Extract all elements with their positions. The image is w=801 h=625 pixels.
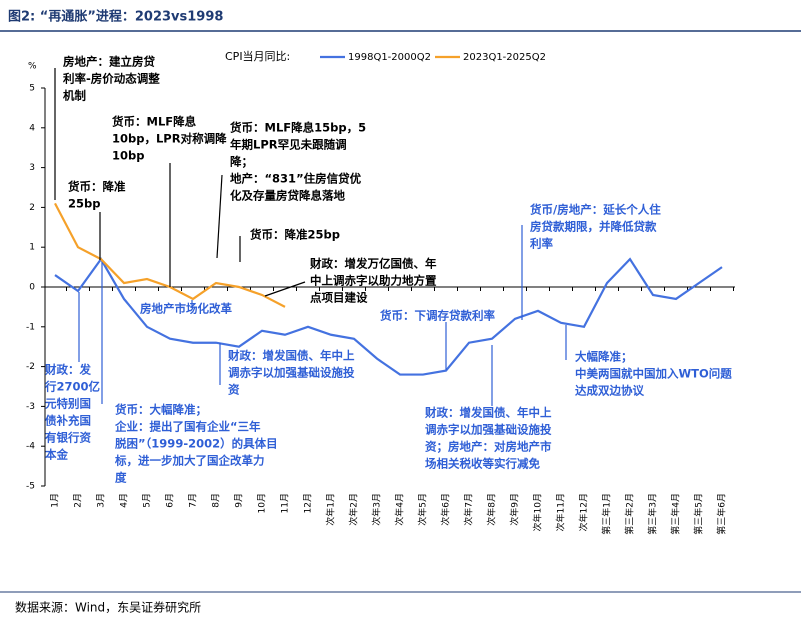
x-tick-label: 次年3月 [371,493,383,526]
legend-title: CPI当月同比: [225,49,290,63]
y-tick-label: 0 [29,283,35,293]
y-tick-label: -2 [26,362,35,372]
annotation: 货币：MLF降息15bp，5 [229,121,366,135]
annotation: 货币/房地产：延长个人住 [529,203,661,217]
y-tick-label: -1 [26,322,35,332]
annotation: 10bp [112,149,144,163]
annotation: 企业：提出了国有企业“三年 [114,420,261,434]
x-tick-label: 3月 [96,493,107,508]
x-tick-label: 第三年5月 [693,493,705,535]
x-tick-label: 次年9月 [509,493,521,526]
annotation: 调赤字以加强基础设施投 [425,423,552,437]
x-tick-label: 11月 [280,493,291,513]
annotation: 机制 [63,89,86,103]
annotation: 地产：“831”住房信贷优 [230,172,362,186]
x-tick-label: 4月 [119,493,130,508]
annotation: 10bp，LPR对称调降 [112,132,227,146]
x-tick-label: 次年1月 [325,493,337,526]
y-tick-label: 1 [29,243,35,253]
annotation: 货币：大幅降准； [114,403,207,417]
x-tick-label: 次年11月 [555,493,567,531]
annotation: 房地产市场化改革 [140,302,232,316]
x-tick-label: 10月 [257,493,268,513]
annotation: 场相关税收等实行减免 [425,457,540,471]
annotation: 达成双边协议 [575,384,644,398]
y-tick-label: -3 [26,402,35,412]
annotation: 行2700亿 [44,380,101,394]
annotation: 大幅降准； [575,350,633,364]
title: 图2: “再通胀”进程：2023vs1998 [8,9,223,25]
x-tick-label: 8月 [211,493,222,508]
y-tick-label: 5 [29,84,35,94]
annotation: 元特别国 [45,397,91,411]
annotation: 利率 [529,237,553,251]
y-tick-label: 3 [29,163,35,173]
x-tick-label: 次年2月 [348,493,360,526]
x-tick-label: 第三年6月 [716,493,728,535]
annotation: 资；房地产：对房地产市 [425,440,552,454]
x-tick-label: 次年10月 [532,493,544,531]
annotation: 调赤字以加强基础设施投 [228,366,355,380]
y-tick-label: 4 [29,123,35,133]
y-tick-label: 2 [29,203,35,213]
annotation-leader [216,174,223,259]
x-tick-label: 次年12月 [578,493,590,531]
annotation: 年期LPR罕见未跟随调 [230,138,347,152]
x-tick-label: 2月 [73,493,84,508]
annotation: 货币：下调存贷款利率 [379,309,495,323]
annotation: 货币：降准25bp [249,228,340,242]
x-tick-label: 第三年4月 [670,493,682,535]
x-tick-label: 次年6月 [440,493,452,526]
x-tick-label: 次年4月 [394,493,406,526]
annotation: 房贷款期限，并降低贷款 [530,220,657,234]
annotation: 有银行资 [45,431,91,445]
x-tick-label: 次年5月 [417,493,429,526]
x-tick-label: 1月 [50,493,61,508]
annotation: 财政：增发国债、年中上 [227,349,355,363]
x-tick-label: 第三年3月 [647,493,659,535]
source: 数据来源：Wind，东吴证券研究所 [15,600,201,615]
y-tick-label: -4 [26,442,35,452]
annotation: 财政：增发万亿国债、年 [309,257,437,271]
annotation: 化及存量房贷降息落地 [230,189,345,203]
annotation: 中美两国就中国加入WTO问题 [575,367,732,381]
annotation: 资 [228,383,240,397]
annotation-leader [264,281,306,297]
x-tick-label: 5月 [142,493,153,508]
annotation: 债补充国 [45,414,91,428]
x-tick-label: 9月 [234,493,245,508]
y-unit: % [28,62,37,72]
series-line [54,257,723,376]
annotation: 标，进一步加大了国企改革力 [114,454,265,468]
annotation: 度 [115,471,127,485]
annotation: 25bp [68,197,100,211]
x-tick-label: 次年8月 [486,493,498,526]
x-tick-label: 次年7月 [463,493,475,526]
annotation: 本金 [45,448,68,462]
legend-label: 2023Q1-2025Q2 [463,52,546,63]
x-tick-label: 第三年2月 [624,493,636,535]
annotation: 中上调赤字以助力地方置 [310,274,437,288]
x-tick-label: 6月 [165,493,176,508]
annotation: 房地产：建立房贷 [63,55,155,69]
annotation: 货币：MLF降息 [111,115,197,129]
x-tick-label: 12月 [303,493,314,513]
annotation: 财政：发 [44,363,91,377]
y-tick-label: -5 [26,482,35,492]
annotation: 点项目建设 [310,291,368,305]
annotation: 货币：降准 [67,180,126,194]
x-tick-label: 7月 [188,493,199,508]
x-tick-label: 第三年1月 [601,493,613,535]
annotation: 财政：增发国债、年中上 [424,406,552,420]
annotation: 利率-房价动态调整 [62,72,160,86]
annotation: 脱困”（1999-2002）的具体目 [115,437,278,451]
legend-label: 1998Q1-2000Q2 [348,52,431,63]
annotation: 降； [230,155,253,169]
